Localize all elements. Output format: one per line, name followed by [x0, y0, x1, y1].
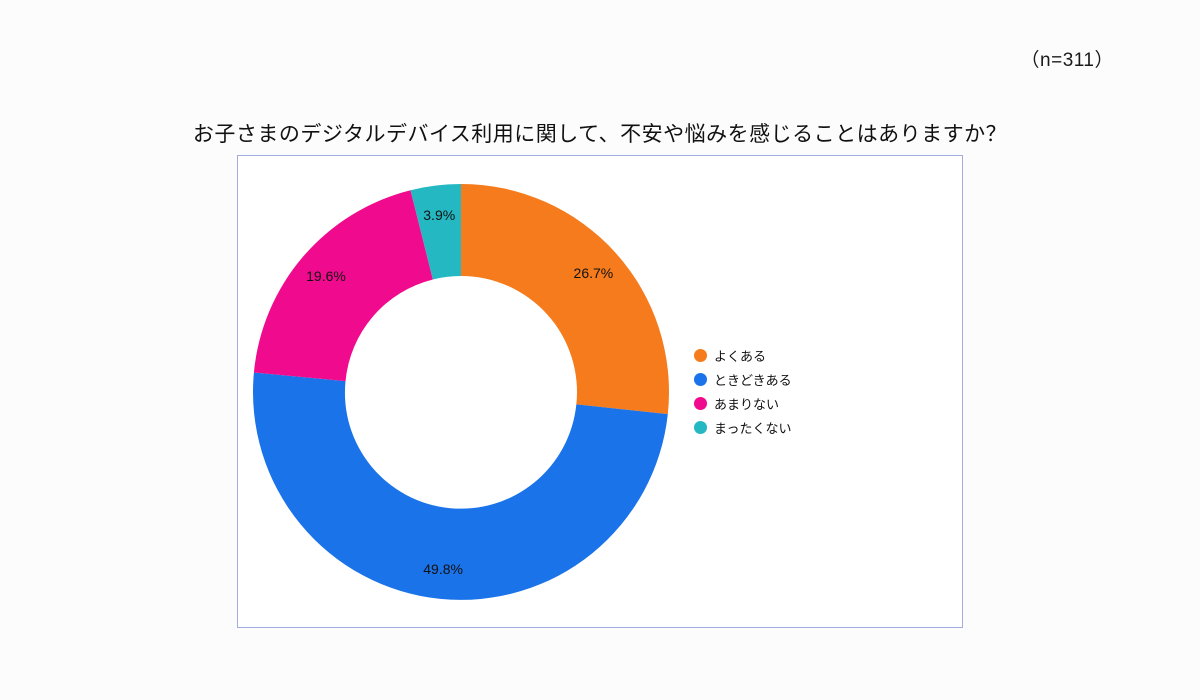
donut-segment-1[interactable] — [461, 184, 669, 415]
legend-label: ときどきある — [714, 372, 792, 388]
legend-dot-icon — [694, 420, 707, 434]
chart-title: お子さまのデジタルデバイス利用に関して、不安や悩みを感じることはありますか？ — [192, 123, 1008, 146]
legend-dot-icon — [694, 396, 707, 410]
legend-label: まったくない — [714, 420, 792, 436]
legend-item-1[interactable]: よくある — [694, 343, 792, 367]
sample-size-note: （n=311） — [1020, 50, 1114, 71]
donut-segment-3[interactable] — [253, 190, 433, 382]
legend-item-4[interactable]: まったくない — [694, 415, 792, 439]
legend-label: あまりない — [714, 396, 780, 412]
chart-panel: 26.7% 49.8% 19.6% 3.9% よくある ときどきある あまりない まったくな… — [237, 155, 963, 628]
legend-item-3[interactable]: あまりない — [694, 391, 792, 415]
donut-chart — [253, 184, 669, 600]
legend-dot-icon — [694, 348, 707, 362]
legend-dot-icon — [694, 372, 707, 386]
legend-label: よくある — [714, 348, 767, 364]
chart-legend: よくあるときどきある あまりないまったくない — [694, 343, 792, 439]
donut-segment-2[interactable] — [253, 372, 668, 600]
donut-segment-4[interactable] — [410, 184, 461, 280]
legend-item-2[interactable]: ときどきある — [694, 367, 792, 391]
